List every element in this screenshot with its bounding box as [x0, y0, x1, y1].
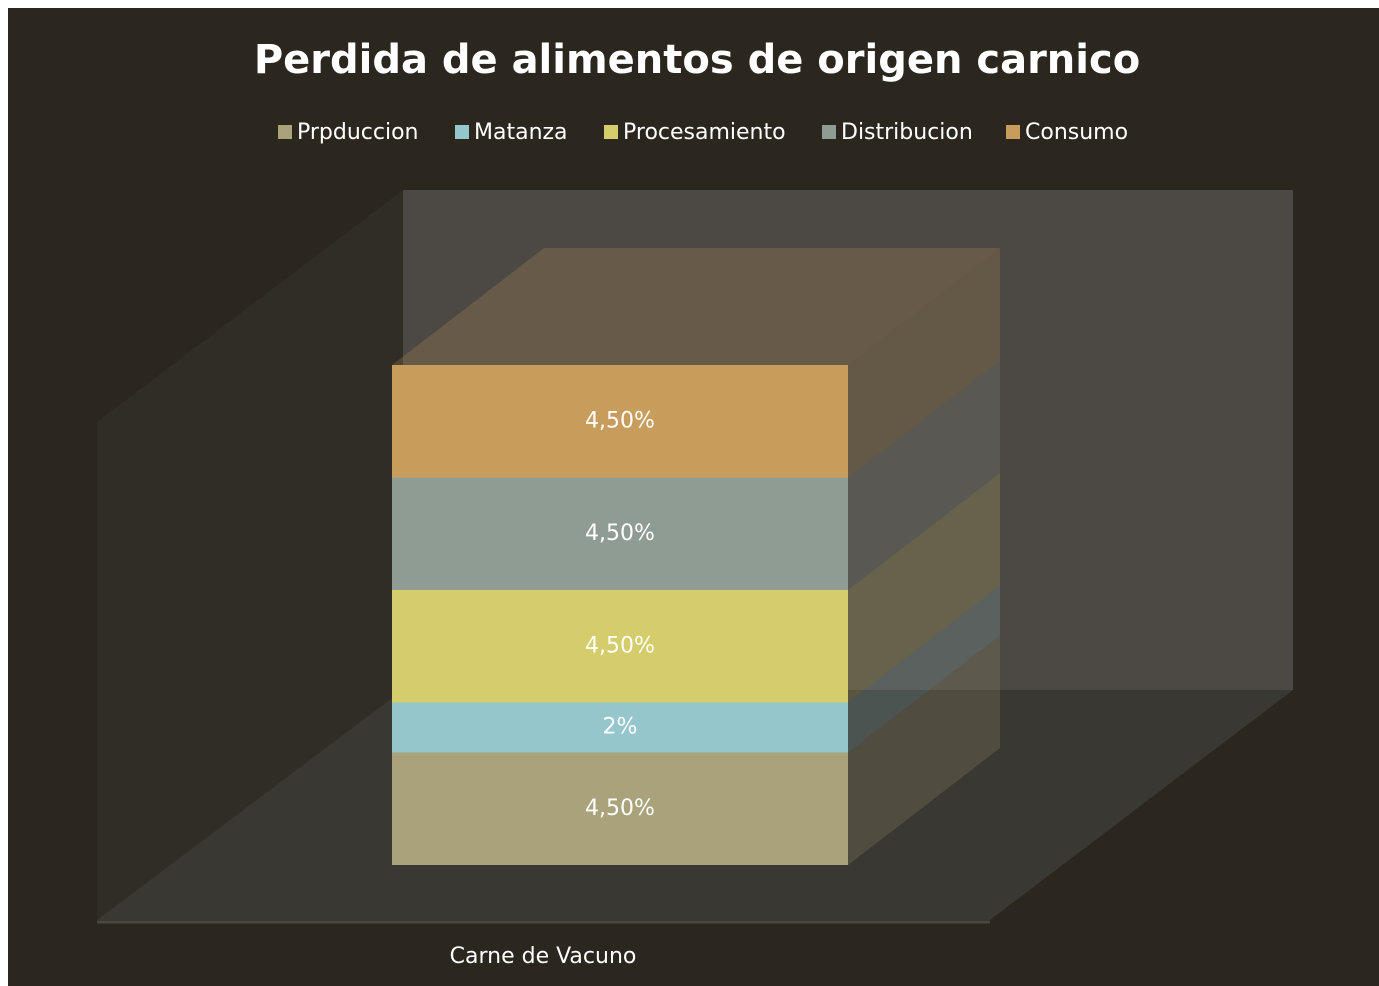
- bar-segment: [392, 590, 848, 703]
- bar-side: [848, 360, 1000, 590]
- bar-side: [848, 248, 1000, 478]
- legend-label: Distribucion: [841, 120, 973, 145]
- bar-side: [848, 635, 1000, 865]
- bar-segment: [392, 477, 848, 590]
- bar-side: [848, 585, 1000, 753]
- bar-segment: [392, 365, 848, 478]
- legend-label: Consumo: [1025, 120, 1128, 145]
- data-label: 4,50%: [585, 633, 655, 658]
- bar-side: [848, 473, 1000, 703]
- legend-swatch: [822, 125, 836, 139]
- x-tick-label: Carne de Vacuno: [450, 944, 637, 969]
- bar-top: [392, 248, 1000, 365]
- legend-label: Procesamiento: [623, 120, 786, 145]
- legend-label: Prpduccion: [297, 120, 419, 145]
- data-label: 4,50%: [585, 521, 655, 546]
- legend: Prpduccion Matanza Procesamiento Distribuci…: [278, 120, 1128, 145]
- legend-label: Matanza: [474, 120, 568, 145]
- plot: 4,50% 2% 4,50% 4,50% 4,50% Carne de Vacuno: [392, 248, 1000, 969]
- data-label: 2%: [603, 715, 638, 740]
- data-label: 4,50%: [585, 408, 655, 433]
- legend-swatch: [455, 125, 469, 139]
- legend-swatch: [278, 125, 292, 139]
- data-label: 4,50%: [585, 796, 655, 821]
- side-wall: [97, 190, 403, 920]
- bar-segment: [392, 752, 848, 865]
- legend-swatch: [1006, 125, 1020, 139]
- bar-segment: [392, 702, 848, 753]
- legend-swatch: [604, 125, 618, 139]
- chart-title: Perdida de alimentos de origen carnico: [254, 37, 1140, 83]
